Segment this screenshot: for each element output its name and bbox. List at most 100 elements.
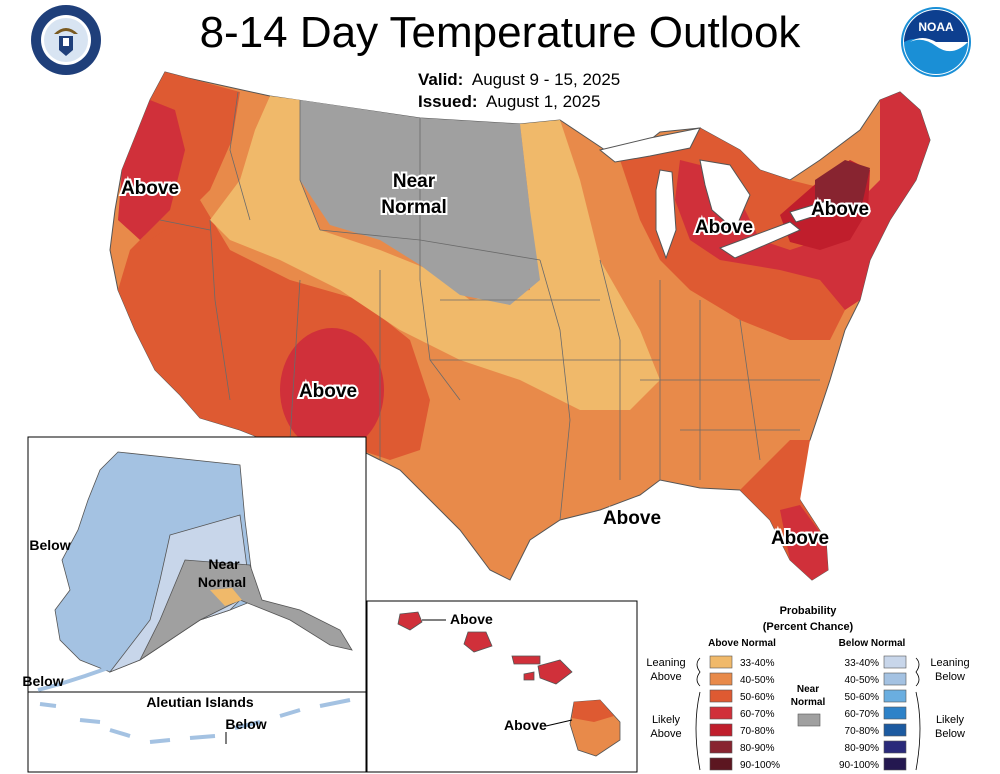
legend-above-label-1: 40-50%: [740, 675, 775, 686]
legend-near-normal-line1: Near: [797, 684, 819, 695]
above-60-70-four-corners: [280, 328, 384, 452]
legend-above-label-5: 80-90%: [740, 743, 775, 754]
valid-value: August 9 - 15, 2025: [471, 70, 621, 89]
alaska-label-near-line2: Normal: [198, 574, 246, 590]
map-title: 8-14 Day Temperature Outlook: [199, 8, 801, 57]
legend-brace-leaning-below: [915, 657, 920, 687]
hawaii-inset: Above Above: [366, 600, 638, 773]
legend-above-swatch-2: [709, 689, 733, 703]
label-northern-plains-line1: Near: [393, 171, 436, 192]
legend-leaning-below-line2: Below: [935, 671, 965, 683]
label-southwest: Above: [299, 381, 357, 402]
legend-below-label-4: 70-80%: [845, 726, 880, 737]
hawaii-label-above-south: Above: [504, 717, 547, 733]
aleutian-inset-frame: [27, 691, 367, 773]
legend-leaning-below-line1: Leaning: [930, 657, 969, 669]
legend-above-swatch-1: [709, 672, 733, 686]
aleutian-title: Aleutian Islands: [146, 694, 254, 710]
label-northern-plains-line2: Normal: [381, 197, 446, 218]
legend-brace-leaning-above: [696, 657, 701, 687]
legend-below-swatch-2: [883, 689, 907, 703]
legend-above-swatch-0: [709, 655, 733, 669]
legend-below-label-0: 33-40%: [845, 658, 880, 669]
hawaii-label-above-north: Above: [450, 611, 493, 627]
legend-above-label-0: 33-40%: [740, 658, 775, 669]
hawaii-big-island-north: [572, 700, 614, 722]
probability-legend: Probability (Percent Chance) Above Norma…: [646, 605, 969, 771]
legend-below-swatch-5: [883, 740, 907, 754]
legend-likely-below-line1: Likely: [936, 714, 965, 726]
legend-below-label-5: 80-90%: [845, 743, 880, 754]
valid-label: Valid:: [418, 70, 464, 89]
legend-above-swatch-5: [709, 740, 733, 754]
legend-below-swatch-4: [883, 723, 907, 737]
legend-likely-above-line1: Likely: [652, 714, 681, 726]
legend-below-label-2: 50-60%: [845, 692, 880, 703]
lake-michigan: [655, 169, 677, 260]
label-pacific-nw: Above: [121, 178, 179, 199]
legend-leaning-above-line2: Above: [650, 671, 681, 683]
noaa-logo-icon: NOAA: [901, 7, 971, 77]
issued-value: August 1, 2025: [486, 92, 601, 111]
department-of-commerce-seal-icon: [31, 5, 101, 75]
hawaii-island-molokai: [511, 655, 541, 665]
legend-below-header: Below Normal: [839, 638, 906, 649]
above-33-40-plains: [210, 96, 660, 410]
label-northeast: Above: [811, 199, 869, 220]
legend-brace-likely-above: [695, 691, 701, 771]
legend-below-label-3: 60-70%: [845, 709, 880, 720]
hawaii-island-lanai: [523, 671, 535, 681]
alaska-leaning-above: [210, 588, 242, 606]
label-gulf-coast: Above: [603, 508, 661, 529]
valid-dates: Valid: August 9 - 15, 2025: [418, 70, 620, 90]
lake-superior: [598, 127, 701, 163]
hawaii-leader-south: [545, 719, 573, 727]
legend-above-header: Above Normal: [708, 638, 776, 649]
state-borders: [159, 91, 820, 521]
legend-above-label-4: 70-80%: [740, 726, 775, 737]
alaska-label-below-west: Below: [29, 537, 70, 553]
legend-below-swatch-6: [883, 757, 907, 771]
legend-below-label-1: 40-50%: [845, 675, 880, 686]
hawaii-island-maui: [537, 659, 573, 685]
alaska-near-normal: [138, 559, 353, 662]
legend-above-swatch-6: [709, 757, 733, 771]
legend-above-label-2: 50-60%: [740, 692, 775, 703]
legend-below-label-6: 90-100%: [839, 760, 879, 771]
legend-below-bins: 33-40% 40-50% 50-60% 60-70% 70-80% 80-90% 90-1…: [839, 655, 907, 771]
legend-likely-below-line2: Below: [935, 728, 965, 740]
alaska-inset: Below Near Normal Below Aleutian Islands…: [22, 436, 367, 773]
hawaii-island-kauai: [397, 611, 423, 631]
above-60-70-florida: [780, 505, 828, 580]
aleutian-islands-chain: [39, 698, 351, 744]
legend-above-swatch-3: [709, 706, 733, 720]
legend-above-bins: 33-40% 40-50% 50-60% 60-70% 70-80% 80-90% 90-1…: [709, 655, 780, 771]
legend-title-line2: (Percent Chance): [763, 621, 854, 633]
legend-leaning-above-line1: Leaning: [646, 657, 685, 669]
legend-below-swatch-0: [883, 655, 907, 669]
alaska-aleutian-arc: [37, 666, 109, 692]
noaa-logo-text: NOAA: [918, 20, 954, 34]
legend-below-swatch-3: [883, 706, 907, 720]
legend-brace-likely-below: [915, 691, 921, 771]
aleutian-label-below: Below: [225, 716, 266, 732]
legend-near-normal-swatch: [797, 713, 821, 727]
legend-above-swatch-4: [709, 723, 733, 737]
lake-huron: [699, 159, 751, 231]
issued-date: Issued: August 1, 2025: [418, 92, 600, 112]
lake-erie: [718, 221, 801, 259]
hawaii-island-oahu: [463, 631, 493, 653]
lake-ontario: [789, 199, 835, 223]
legend-below-swatch-1: [883, 672, 907, 686]
issued-label: Issued:: [418, 92, 478, 111]
above-60-70-pacific-nw: [118, 100, 185, 240]
legend-near-normal-line2: Normal: [791, 697, 826, 708]
legend-above-label-3: 60-70%: [740, 709, 775, 720]
legend-above-label-6: 90-100%: [740, 760, 780, 771]
legend-title-line1: Probability: [780, 605, 838, 617]
label-florida: Above: [771, 528, 829, 549]
alaska-label-below-southwest: Below: [22, 673, 63, 689]
alaska-label-near-line1: Near: [208, 556, 240, 572]
legend-likely-above-line2: Above: [650, 728, 681, 740]
